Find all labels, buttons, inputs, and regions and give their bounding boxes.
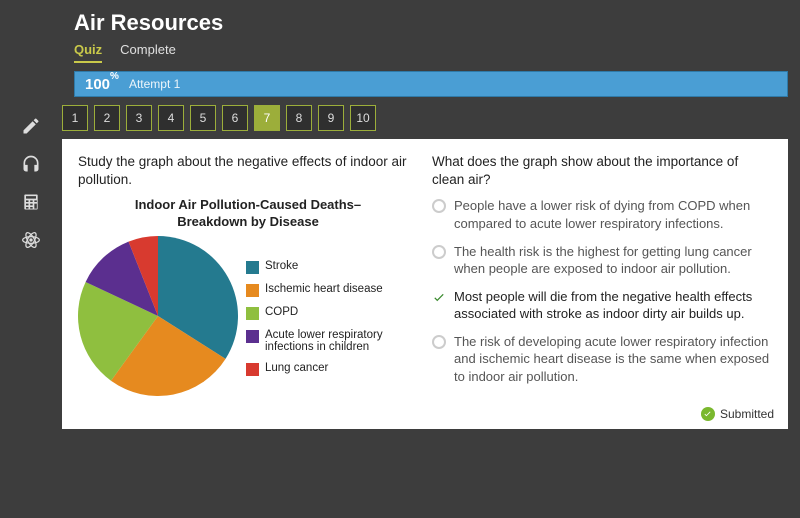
radio-icon [432, 335, 446, 349]
header: Air Resources Quiz Complete [0, 0, 800, 63]
answer-text: People have a lower risk of dying from C… [454, 197, 772, 232]
legend-swatch [246, 330, 259, 343]
status-row: Quiz Complete [74, 42, 800, 63]
answer-option[interactable]: Most people will die from the negative h… [432, 288, 772, 323]
legend-swatch [246, 363, 259, 376]
submitted-indicator: Submitted [701, 407, 774, 421]
answer-option[interactable]: The risk of developing acute lower respi… [432, 333, 772, 386]
question-nav-8[interactable]: 8 [286, 105, 312, 131]
check-icon [701, 407, 715, 421]
legend-label: Ischemic heart disease [265, 283, 383, 295]
quiz-tab[interactable]: Quiz [74, 42, 102, 63]
radio-icon [432, 245, 446, 259]
answer-text: The risk of developing acute lower respi… [454, 333, 772, 386]
calculator-icon [21, 192, 41, 212]
chart-title: Indoor Air Pollution-Caused Deaths–Break… [78, 197, 418, 230]
legend-label: COPD [265, 306, 298, 318]
content-card: Study the graph about the negative effec… [62, 139, 788, 429]
answer-text: The health risk is the highest for getti… [454, 243, 772, 278]
calculator-tool[interactable] [14, 185, 48, 219]
checkmark-icon [432, 290, 446, 304]
question-nav-1[interactable]: 1 [62, 105, 88, 131]
question-nav-10[interactable]: 10 [350, 105, 376, 131]
question-nav-7[interactable]: 7 [254, 105, 280, 131]
legend-swatch [246, 284, 259, 297]
question-nav-6[interactable]: 6 [222, 105, 248, 131]
answer-list: People have a lower risk of dying from C… [432, 197, 772, 385]
audio-tool[interactable] [14, 147, 48, 181]
left-column: Study the graph about the negative effec… [78, 153, 418, 401]
question-nav-2[interactable]: 2 [94, 105, 120, 131]
atom-icon [21, 230, 41, 250]
legend-swatch [246, 307, 259, 320]
answer-option[interactable]: The health risk is the highest for getti… [432, 243, 772, 278]
answer-option[interactable]: People have a lower risk of dying from C… [432, 197, 772, 232]
highlight-tool[interactable] [14, 109, 48, 143]
legend-item: Acute lower respiratory infections in ch… [246, 329, 418, 353]
side-toolbar [0, 105, 62, 429]
answer-text: Most people will die from the negative h… [454, 288, 772, 323]
right-column: What does the graph show about the impor… [432, 153, 772, 401]
legend-label: Stroke [265, 260, 298, 272]
complete-label: Complete [120, 42, 176, 57]
question-nav-9[interactable]: 9 [318, 105, 344, 131]
legend-label: Acute lower respiratory infections in ch… [265, 329, 418, 353]
legend-item: Ischemic heart disease [246, 283, 418, 297]
chart-row: Stroke Ischemic heart disease COPD Acute lo… [78, 236, 418, 401]
question-nav: 12345678910 [62, 105, 788, 131]
study-prompt: Study the graph about the negative effec… [78, 153, 418, 189]
progress-bar: 100% Attempt 1 [74, 71, 788, 97]
question-nav-4[interactable]: 4 [158, 105, 184, 131]
headphones-icon [21, 154, 41, 174]
legend-swatch [246, 261, 259, 274]
question-nav-5[interactable]: 5 [190, 105, 216, 131]
pie-chart [78, 236, 238, 401]
attempt-label: Attempt 1 [129, 77, 180, 91]
legend-item: Stroke [246, 260, 418, 274]
radio-icon [432, 199, 446, 213]
question-nav-3[interactable]: 3 [126, 105, 152, 131]
submitted-label: Submitted [720, 407, 774, 421]
legend-item: Lung cancer [246, 362, 418, 376]
progress-percent: 100% [85, 75, 119, 93]
chart-legend: Stroke Ischemic heart disease COPD Acute lo… [246, 260, 418, 376]
legend-item: COPD [246, 306, 418, 320]
pencil-icon [21, 116, 41, 136]
question-text: What does the graph show about the impor… [432, 153, 772, 189]
legend-label: Lung cancer [265, 362, 328, 374]
page-title: Air Resources [74, 10, 800, 36]
resources-tool[interactable] [14, 223, 48, 257]
